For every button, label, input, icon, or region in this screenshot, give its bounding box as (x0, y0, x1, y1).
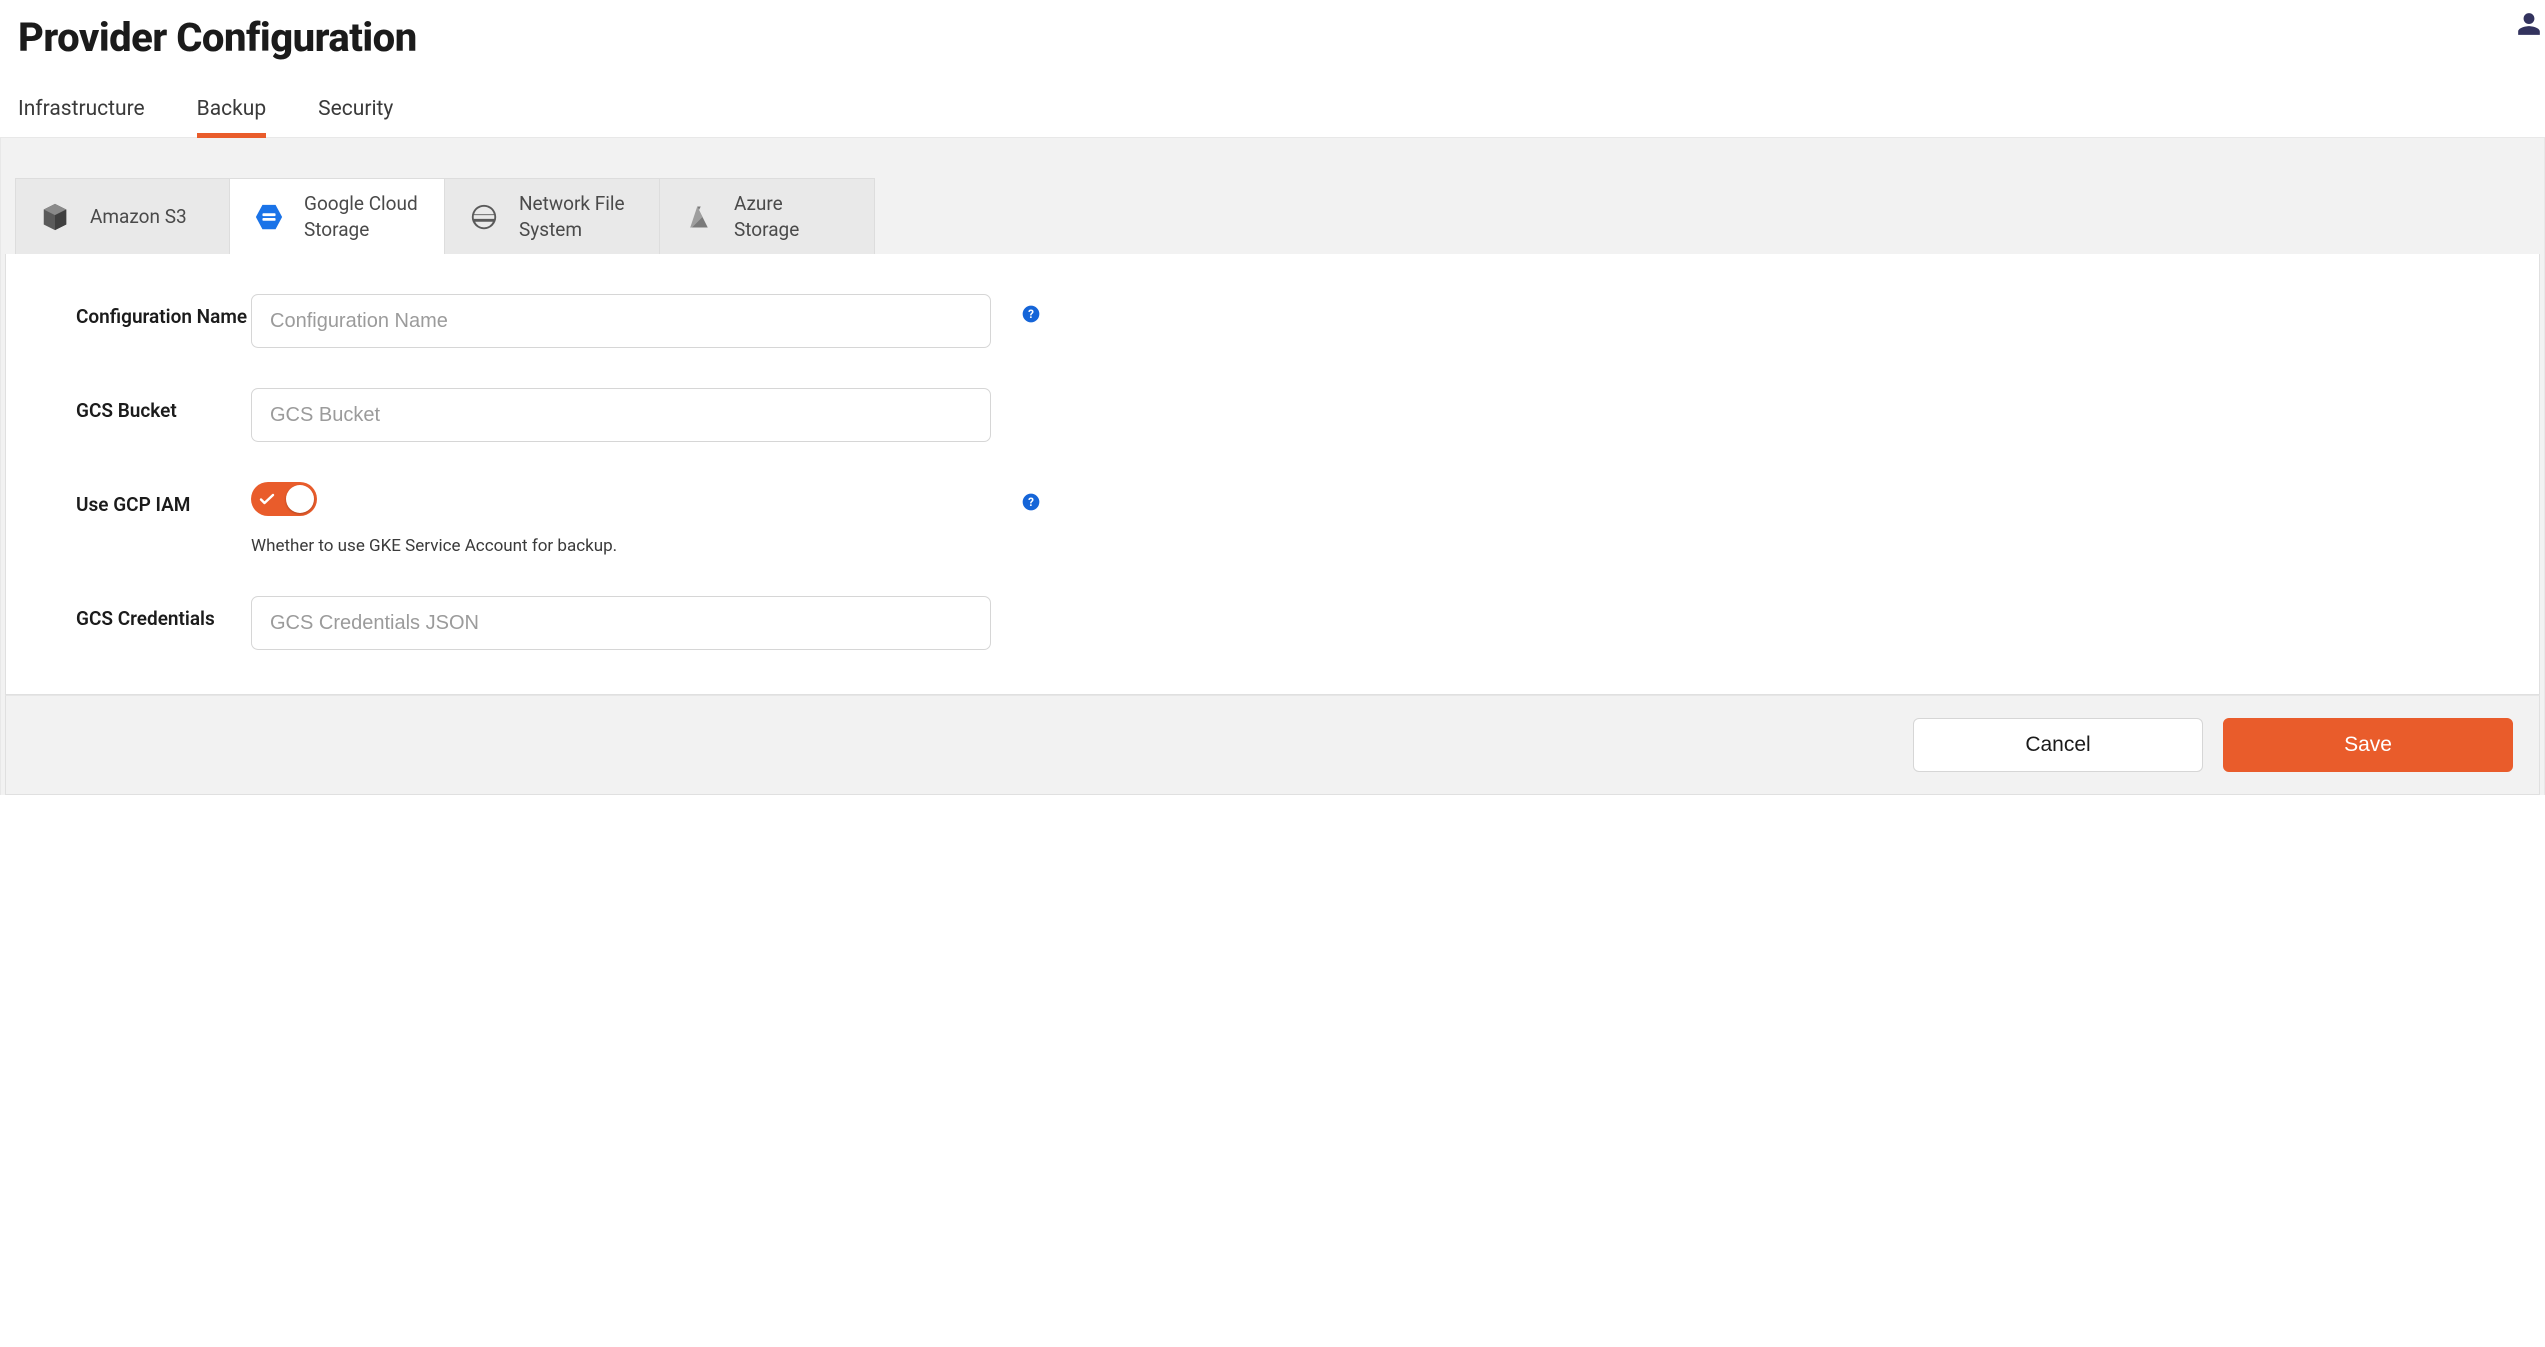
toggle-knob (286, 485, 314, 513)
field-configuration-name: Configuration Name ? (76, 294, 2469, 348)
tab-infrastructure[interactable]: Infrastructure (18, 97, 145, 137)
provider-tabs: Amazon S3 Google Cloud Storage Net (15, 178, 2542, 254)
provider-tab-label: Azure Storage (734, 191, 850, 242)
main-content: Amazon S3 Google Cloud Storage Net (0, 138, 2545, 795)
provider-tab-google-cloud-storage[interactable]: Google Cloud Storage (230, 178, 445, 254)
provider-tab-network-file-system[interactable]: Network File System (445, 178, 660, 254)
svg-text:?: ? (1028, 307, 1034, 321)
button-label: Save (2344, 733, 2392, 757)
user-icon (2516, 11, 2542, 41)
tab-label: Security (318, 97, 393, 121)
field-label: GCS Bucket (76, 388, 251, 424)
field-label: GCS Credentials (76, 596, 251, 632)
cancel-button[interactable]: Cancel (1913, 718, 2203, 772)
provider-tab-amazon-s3[interactable]: Amazon S3 (15, 178, 230, 254)
form-panel: Configuration Name ? GCS Bucket Use GCP … (5, 254, 2540, 695)
save-button[interactable]: Save (2223, 718, 2513, 772)
user-menu-button[interactable] (2513, 8, 2545, 44)
field-label: Configuration Name (76, 294, 251, 330)
form-footer: Cancel Save (5, 695, 2540, 795)
checkmark-icon (259, 491, 275, 507)
gcs-hex-icon (254, 202, 284, 232)
field-use-gcp-iam: Use GCP IAM Whether to use GKE Service A… (76, 482, 2469, 556)
gcs-credentials-input[interactable] (251, 596, 991, 650)
field-description: Whether to use GKE Service Account for b… (251, 536, 991, 556)
provider-tab-label: Network File System (519, 191, 635, 242)
help-icon[interactable]: ? (1021, 492, 1041, 512)
page-title: Provider Configuration (18, 14, 2527, 61)
azure-triangle-icon (684, 202, 714, 232)
provider-tab-label: Google Cloud Storage (304, 191, 420, 242)
tab-label: Infrastructure (18, 97, 145, 121)
gcs-bucket-input[interactable] (251, 388, 991, 442)
field-gcs-bucket: GCS Bucket (76, 388, 2469, 442)
aws-cube-icon (40, 202, 70, 232)
top-tabs: Infrastructure Backup Security (18, 97, 2527, 137)
svg-text:?: ? (1028, 495, 1034, 509)
page-header: Provider Configuration Infrastructure Ba… (0, 0, 2545, 138)
provider-tab-azure-storage[interactable]: Azure Storage (660, 178, 875, 254)
help-icon[interactable]: ? (1021, 304, 1041, 324)
tab-security[interactable]: Security (318, 97, 393, 137)
field-label: Use GCP IAM (76, 482, 251, 518)
tab-label: Backup (197, 97, 267, 121)
tab-backup[interactable]: Backup (197, 97, 267, 137)
configuration-name-input[interactable] (251, 294, 991, 348)
field-gcs-credentials: GCS Credentials (76, 596, 2469, 650)
nfs-globe-icon (469, 202, 499, 232)
button-label: Cancel (2025, 733, 2090, 757)
use-gcp-iam-toggle[interactable] (251, 482, 317, 516)
provider-tab-label: Amazon S3 (90, 204, 187, 230)
